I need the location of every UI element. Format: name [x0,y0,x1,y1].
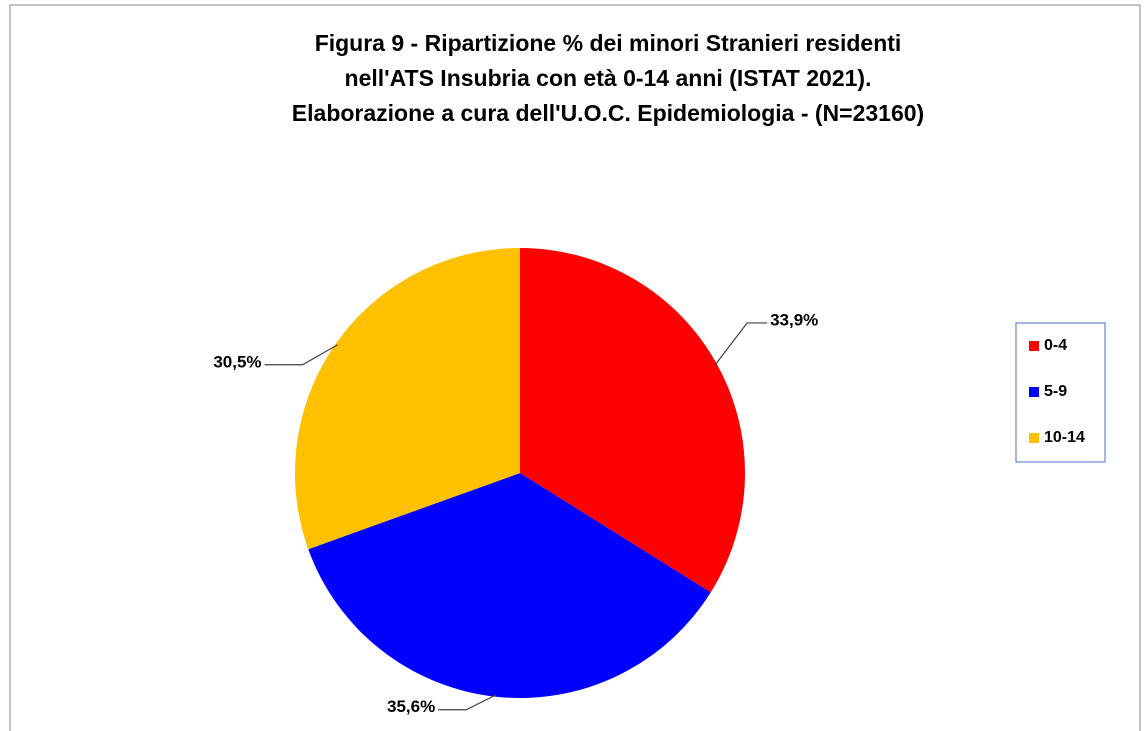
leader-line [438,694,497,711]
chart-title: Figura 9 - Ripartizione % dei minori Str… [315,30,902,56]
chart-title: nell'ATS Insubria con età 0-14 anni (IST… [345,65,872,91]
legend-label: 10-14 [1044,429,1085,446]
pie-slice [308,473,711,698]
data-label: 30,5% [213,352,261,371]
legend-swatch [1029,387,1039,397]
leader-line [714,322,768,366]
pie-slice [294,248,520,550]
chart-title: Elaborazione a cura dell'U.O.C. Epidemio… [292,100,924,126]
legend-swatch [1029,341,1039,351]
data-label: 33,9% [770,310,818,329]
legend-label: 5-9 [1044,383,1067,400]
leader-line [264,344,338,366]
pie-slice [520,248,745,593]
legend-swatch [1029,433,1039,443]
legend-label: 0-4 [1044,337,1067,354]
data-label: 35,6% [387,697,435,716]
